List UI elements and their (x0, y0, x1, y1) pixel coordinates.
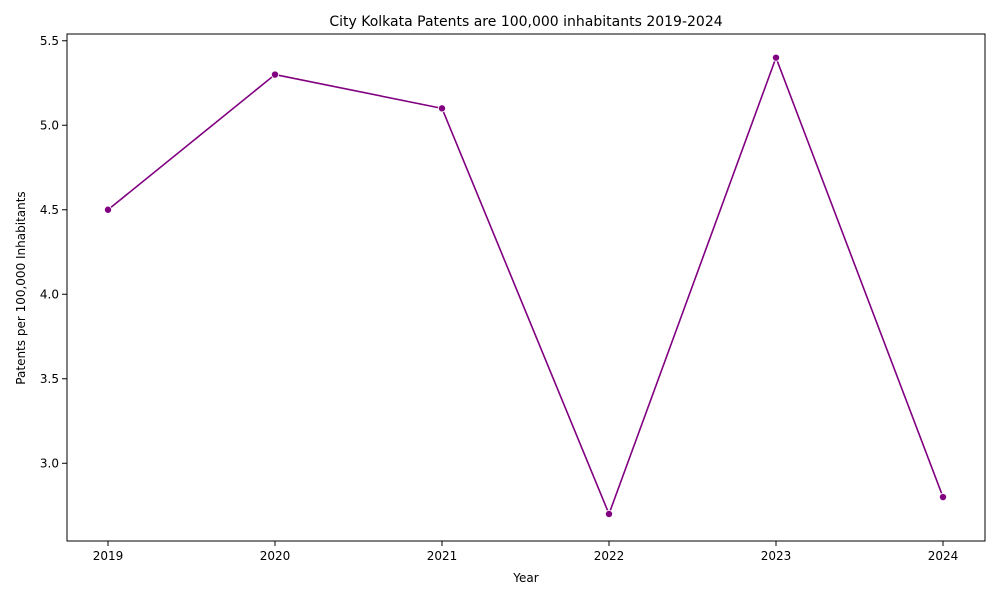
chart-title: City Kolkata Patents are 100,000 inhabit… (329, 14, 722, 30)
y-tick-label: 3.5 (40, 372, 59, 386)
data-point-2024 (939, 493, 946, 500)
data-point-2022 (605, 510, 612, 517)
y-tick-label: 4.0 (40, 287, 59, 301)
x-tick-label: 2020 (260, 549, 291, 563)
y-tick-label: 5.0 (40, 118, 59, 132)
data-point-2019 (104, 206, 111, 213)
x-tick-label: 2023 (761, 549, 792, 563)
y-tick-label: 3.0 (40, 456, 59, 470)
data-point-2020 (271, 71, 278, 78)
y-tick-label: 5.5 (40, 34, 59, 48)
data-point-2021 (438, 105, 445, 112)
x-tick-label: 2019 (93, 549, 124, 563)
x-tick-label: 2021 (427, 549, 458, 563)
x-tick-label: 2022 (594, 549, 625, 563)
x-axis-label: Year (512, 571, 538, 585)
data-point-2023 (772, 54, 779, 61)
y-tick-label: 4.5 (40, 203, 59, 217)
x-tick-label: 2024 (928, 549, 959, 563)
y-axis-label: Patents per 100,000 Inhabitants (14, 191, 28, 384)
